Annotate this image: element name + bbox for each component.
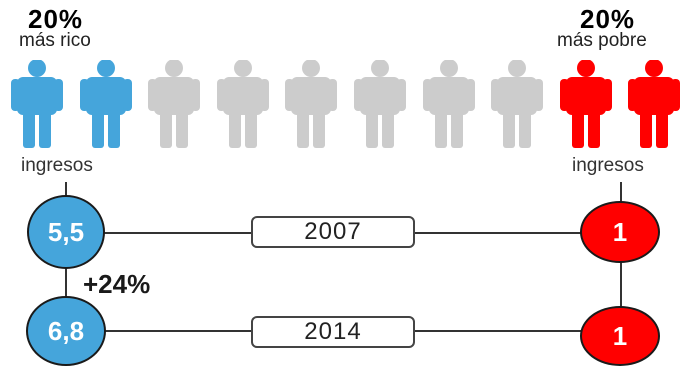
- year-2007: 2007: [251, 216, 415, 248]
- person-icon: [8, 60, 66, 150]
- right-connector-top: [620, 182, 622, 212]
- right-percent: 20%: [580, 4, 636, 34]
- person-icon: [351, 60, 409, 150]
- person-icon: [420, 60, 478, 150]
- poor-value-2007: 1: [580, 201, 660, 263]
- person-icon: [145, 60, 203, 150]
- person-icon: [625, 60, 683, 150]
- left-connector-mid: [65, 256, 67, 316]
- right-connector-mid: [620, 256, 622, 316]
- person-icon: [214, 60, 272, 150]
- rich-value-2014: 6,8: [26, 296, 106, 366]
- left-percent: 20%: [28, 4, 84, 34]
- right-label: más pobre: [557, 30, 647, 51]
- person-icon: [282, 60, 340, 150]
- person-icon: [77, 60, 135, 150]
- rich-value-2007: 5,5: [27, 195, 105, 269]
- person-icon: [557, 60, 615, 150]
- left-income-label: ingresos: [21, 155, 93, 176]
- left-label: más rico: [19, 30, 91, 51]
- right-income-label: ingresos: [572, 155, 644, 176]
- person-icon: [488, 60, 546, 150]
- change-label: +24%: [83, 269, 151, 299]
- year-2014: 2014: [251, 316, 415, 348]
- poor-value-2014: 1: [580, 306, 660, 366]
